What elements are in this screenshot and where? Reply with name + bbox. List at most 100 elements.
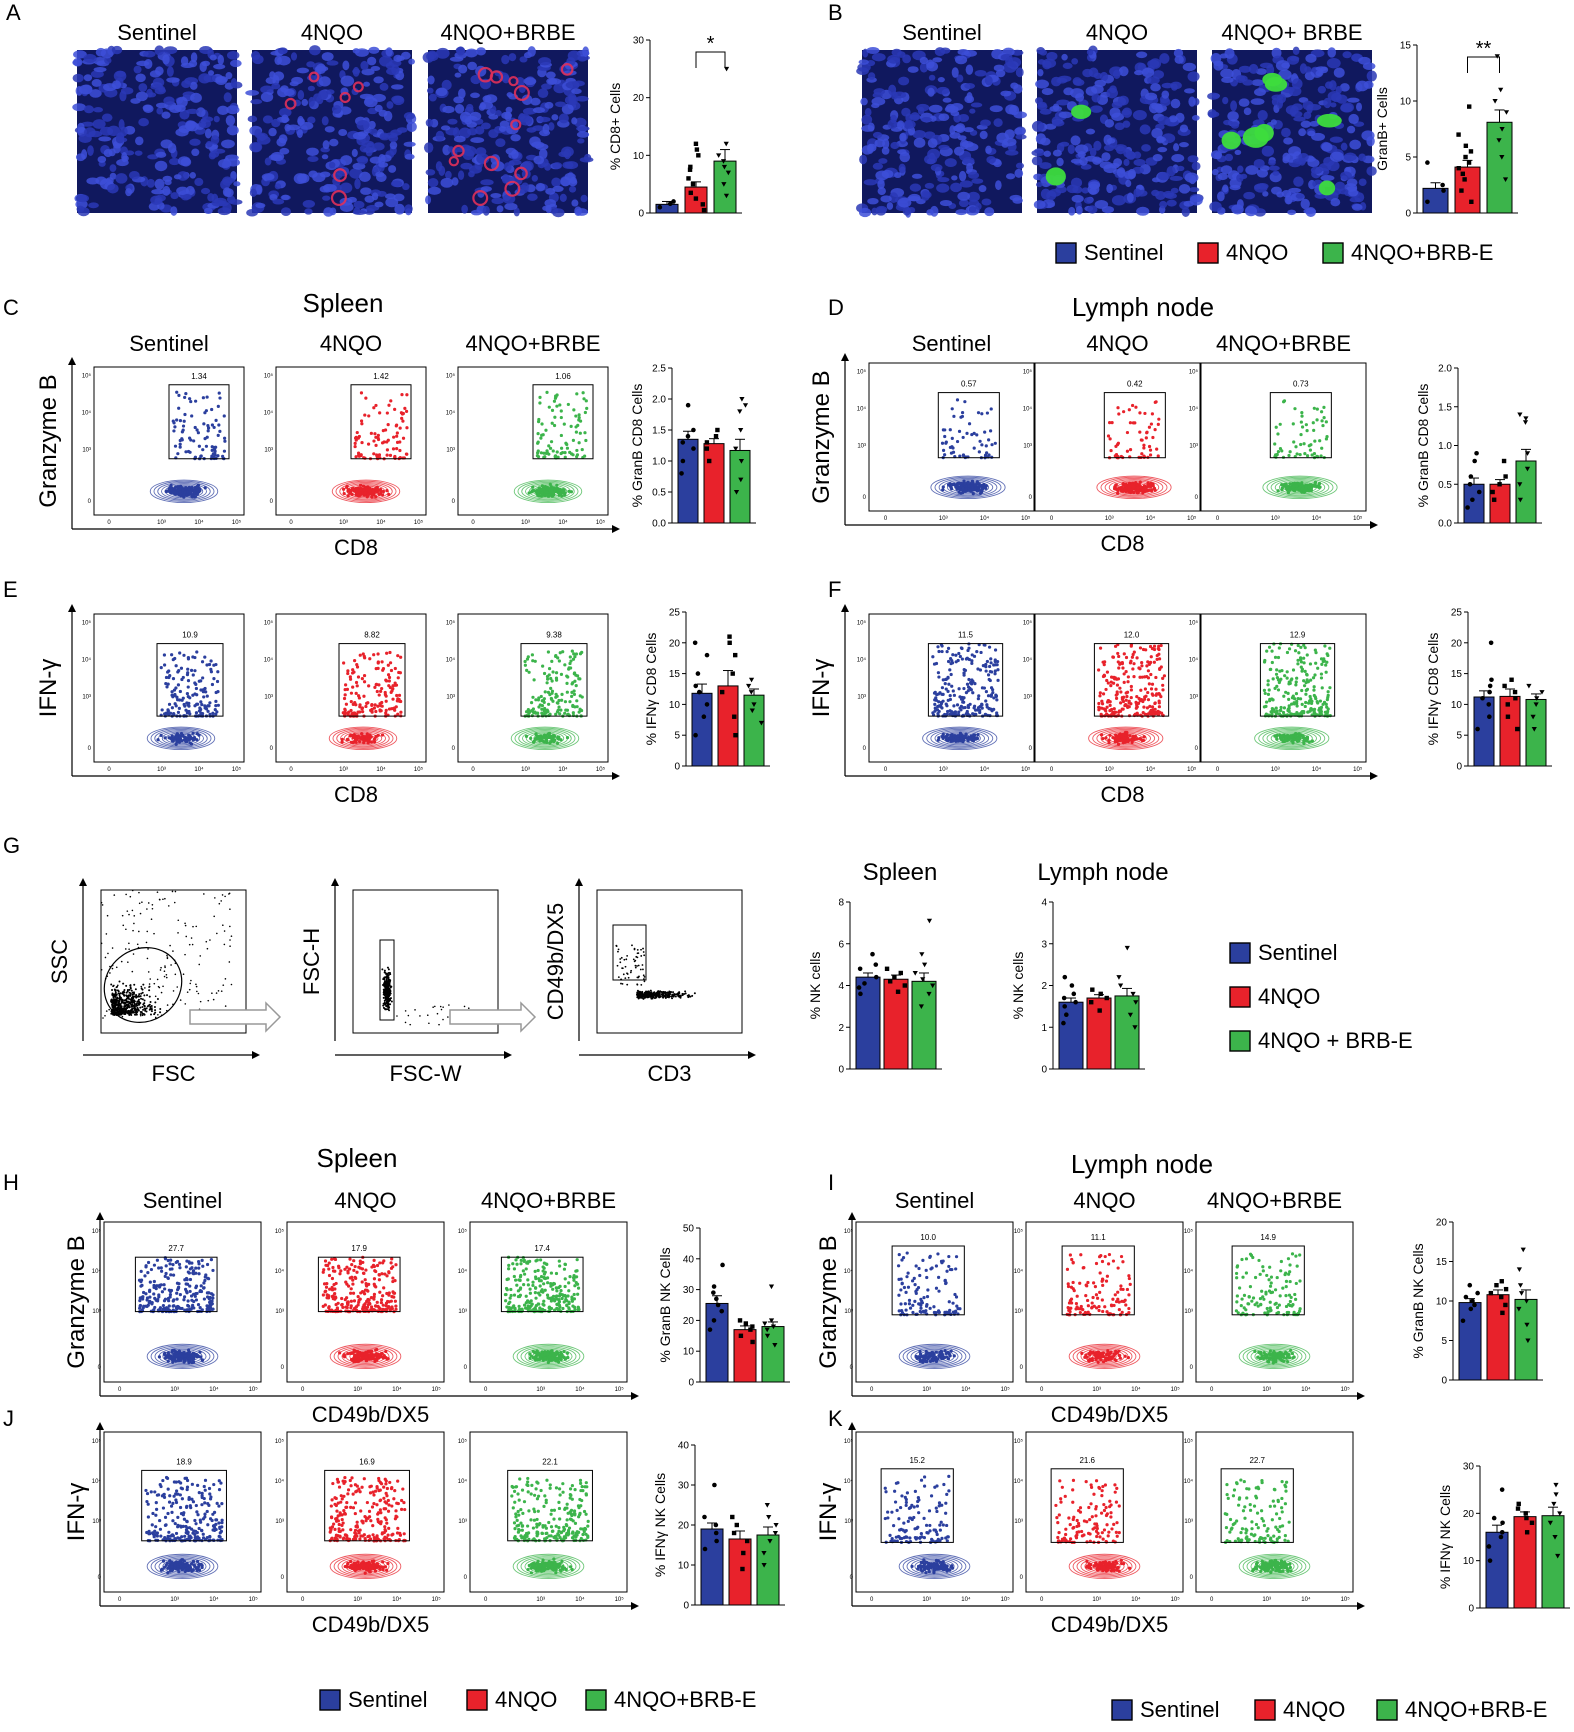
nucleus xyxy=(390,180,403,188)
axis-tick-label: 10³ xyxy=(521,520,530,526)
event-dot xyxy=(1285,676,1289,680)
event-dot xyxy=(1296,643,1300,648)
event-dot xyxy=(188,490,192,494)
nucleus xyxy=(1056,99,1070,106)
event-dot xyxy=(380,660,384,664)
panel-letter: A xyxy=(6,0,21,25)
event-dot xyxy=(1130,655,1135,659)
axis-tick-label: 10⁴ xyxy=(82,409,92,416)
event-dot xyxy=(940,649,944,654)
nucleus xyxy=(143,104,154,113)
nucleus xyxy=(1159,53,1170,64)
event-dot xyxy=(361,734,365,739)
event-dot xyxy=(383,693,388,697)
event-dot xyxy=(173,444,178,448)
event-dot xyxy=(956,658,960,663)
event-dot xyxy=(187,487,191,491)
nucleus xyxy=(928,74,936,81)
arrow-head xyxy=(68,357,76,365)
nucleus xyxy=(183,193,192,200)
stained-cell xyxy=(472,190,489,206)
nucleus xyxy=(427,186,442,195)
event-dot xyxy=(1291,668,1296,672)
nucleus xyxy=(280,207,292,217)
event-dot xyxy=(961,435,965,440)
event-dot xyxy=(1273,442,1277,446)
micrograph xyxy=(1207,46,1377,218)
axis-tick-label: 10⁵ xyxy=(232,519,242,526)
nucleus xyxy=(1251,79,1265,86)
event-dot xyxy=(1300,667,1305,671)
event-dot xyxy=(355,430,359,435)
event-dot xyxy=(178,442,182,446)
event-dot xyxy=(187,733,191,738)
event-dot xyxy=(1147,425,1152,429)
event-dot xyxy=(989,661,993,665)
event-dot xyxy=(373,685,377,689)
y-tick-label: 0 xyxy=(1405,209,1411,220)
significance-label: ** xyxy=(1476,38,1492,60)
event-dot xyxy=(983,430,987,434)
event-dot xyxy=(1308,694,1312,699)
event-dot xyxy=(202,695,206,699)
nucleus xyxy=(950,110,960,117)
event-dot xyxy=(1161,683,1165,687)
event-dot xyxy=(384,679,389,683)
event-dot xyxy=(577,416,581,420)
nucleus xyxy=(1170,81,1182,90)
nucleus xyxy=(307,116,316,124)
event-dot xyxy=(216,454,220,458)
event-dot xyxy=(949,485,953,490)
event-dot xyxy=(372,452,376,456)
event-dot xyxy=(205,663,209,667)
event-dot xyxy=(211,711,215,715)
nucleus xyxy=(272,198,285,205)
event-dot xyxy=(378,411,382,415)
event-dot xyxy=(1289,734,1293,739)
nucleus xyxy=(552,185,564,193)
nucleus xyxy=(912,129,927,139)
event-dot xyxy=(1107,738,1111,743)
event-dot xyxy=(568,700,572,704)
nucleus xyxy=(307,85,315,92)
event-dot xyxy=(545,390,549,395)
nucleus xyxy=(391,64,400,75)
axis-tick-label: 10⁵ xyxy=(264,372,274,379)
event-dot xyxy=(954,653,958,657)
event-dot xyxy=(364,487,368,491)
nucleus xyxy=(1058,111,1073,119)
data-point xyxy=(716,153,722,158)
nucleus xyxy=(1256,168,1269,178)
nucleus xyxy=(359,171,371,183)
event-dot xyxy=(931,711,935,715)
nucleus xyxy=(92,119,106,129)
nucleus xyxy=(226,51,240,60)
event-dot xyxy=(933,698,937,702)
nucleus xyxy=(1268,159,1276,166)
event-dot xyxy=(206,704,210,708)
event-dot xyxy=(400,416,404,421)
event-dot xyxy=(557,493,561,497)
nucleus xyxy=(478,104,486,111)
event-dot xyxy=(399,710,403,714)
nucleus xyxy=(1339,83,1350,92)
event-dot xyxy=(1275,737,1279,741)
nucleus xyxy=(155,151,167,158)
bar xyxy=(713,160,737,214)
gate-percentage: 11.5 xyxy=(958,631,974,640)
nucleus xyxy=(545,187,556,195)
nucleus xyxy=(975,202,982,210)
event-dot xyxy=(195,693,199,697)
nucleus xyxy=(314,65,329,72)
nucleus xyxy=(207,70,215,76)
event-dot xyxy=(208,712,212,716)
nucleus xyxy=(927,87,935,97)
nucleus xyxy=(326,89,335,95)
event-dot xyxy=(203,655,207,659)
event-dot xyxy=(1134,405,1138,409)
nucleus xyxy=(571,88,582,95)
event-dot xyxy=(1153,428,1157,432)
event-dot xyxy=(950,436,954,440)
event-dot xyxy=(1278,447,1283,451)
